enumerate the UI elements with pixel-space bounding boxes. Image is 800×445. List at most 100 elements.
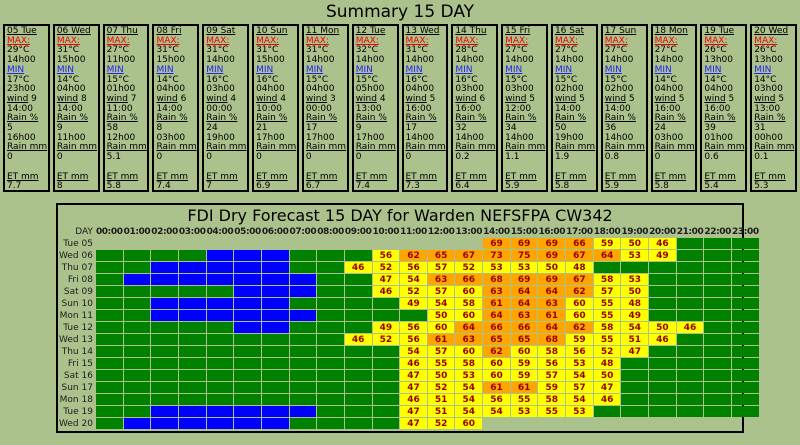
min-link[interactable]: MIN	[654, 64, 672, 75]
max-link[interactable]: MAX:	[156, 35, 180, 46]
rain-pct-link[interactable]: Rain %	[256, 113, 288, 124]
et-mm-link[interactable]: ET mm	[106, 171, 139, 182]
rain-pct-link[interactable]: Rain %	[604, 113, 636, 124]
et-mm-link[interactable]: ET mm	[256, 171, 288, 182]
day-link[interactable]: 10 Sun	[256, 26, 288, 36]
rain-mm-link[interactable]: Rain mm	[256, 142, 297, 153]
wind-link[interactable]: wind	[704, 93, 726, 104]
min-link[interactable]: MIN	[505, 64, 523, 75]
min-link[interactable]: MIN	[554, 64, 573, 75]
rain-pct-link[interactable]: Rain %	[56, 113, 89, 124]
min-link[interactable]: MIN	[704, 64, 722, 75]
rain-pct-link[interactable]: Rain %	[106, 113, 138, 124]
rain-pct-link[interactable]: Rain %	[754, 113, 786, 124]
day-link[interactable]: 19 Tue	[704, 26, 735, 36]
day-link[interactable]: 18 Mon	[654, 26, 688, 36]
et-mm-link[interactable]: ET mm	[754, 171, 786, 182]
wind-link[interactable]: wind	[106, 93, 128, 104]
day-link[interactable]: 12 Tue	[355, 26, 386, 36]
max-link[interactable]: MAX:	[206, 35, 230, 46]
rain-mm-link[interactable]: Rain mm	[704, 142, 745, 153]
day-link[interactable]: 17 Sun	[604, 26, 637, 36]
et-mm-link[interactable]: ET mm	[305, 171, 338, 182]
rain-mm-link[interactable]: Rain mm	[305, 142, 347, 153]
max-link[interactable]: MAX:	[554, 35, 579, 46]
wind-link[interactable]: wind	[554, 93, 577, 104]
day-link[interactable]: 09 Sat	[206, 26, 236, 36]
min-link[interactable]: MIN	[256, 64, 274, 75]
rain-mm-link[interactable]: Rain mm	[455, 142, 496, 153]
wind-link[interactable]: wind	[7, 93, 29, 104]
rain-mm-link[interactable]: Rain mm	[505, 142, 546, 153]
wind-link[interactable]: wind	[505, 93, 527, 104]
wind-link[interactable]: wind	[604, 93, 627, 104]
rain-mm-link[interactable]: Rain mm	[7, 142, 48, 153]
wind-link[interactable]: wind	[654, 93, 676, 104]
rain-mm-link[interactable]: Rain mm	[554, 142, 596, 153]
day-link[interactable]: 20 Wed	[754, 26, 789, 36]
rain-pct-link[interactable]: Rain %	[7, 113, 39, 124]
rain-pct-link[interactable]: Rain %	[305, 113, 338, 124]
wind-link[interactable]: wind	[455, 93, 477, 104]
wind-link[interactable]: wind	[56, 93, 79, 104]
rain-pct-link[interactable]: Rain %	[156, 113, 188, 124]
min-link[interactable]: MIN	[604, 64, 622, 75]
max-link[interactable]: MAX:	[106, 35, 130, 46]
et-mm-link[interactable]: ET mm	[704, 171, 736, 182]
min-link[interactable]: MIN	[405, 64, 423, 75]
et-mm-link[interactable]: ET mm	[156, 171, 189, 182]
et-mm-link[interactable]: ET mm	[56, 171, 89, 182]
day-link[interactable]: 15 Fri	[505, 26, 531, 36]
rain-pct-link[interactable]: Rain %	[355, 113, 387, 124]
rain-pct-link[interactable]: Rain %	[455, 113, 487, 124]
wind-link[interactable]: wind	[405, 93, 427, 104]
day-link[interactable]: 07 Thu	[106, 26, 138, 36]
max-link[interactable]: MAX:	[704, 35, 728, 46]
min-link[interactable]: MIN	[7, 64, 25, 75]
min-link[interactable]: MIN	[754, 64, 772, 75]
wind-link[interactable]: wind	[156, 93, 178, 104]
max-link[interactable]: MAX:	[505, 35, 529, 46]
min-link[interactable]: MIN	[106, 64, 124, 75]
rain-mm-link[interactable]: Rain mm	[206, 142, 247, 153]
min-link[interactable]: MIN	[355, 64, 373, 75]
rain-pct-link[interactable]: Rain %	[206, 113, 238, 124]
wind-link[interactable]: wind	[206, 93, 228, 104]
min-link[interactable]: MIN	[206, 64, 224, 75]
day-link[interactable]: 13 Wed	[405, 26, 440, 36]
max-link[interactable]: MAX:	[305, 35, 329, 46]
day-link[interactable]: 05 Tue	[7, 26, 37, 36]
rain-mm-link[interactable]: Rain mm	[604, 142, 645, 153]
et-mm-link[interactable]: ET mm	[206, 171, 238, 182]
max-link[interactable]: MAX:	[405, 35, 429, 46]
rain-pct-link[interactable]: Rain %	[554, 113, 587, 124]
min-link[interactable]: MIN	[156, 64, 174, 75]
max-link[interactable]: MAX:	[7, 35, 31, 46]
et-mm-link[interactable]: ET mm	[405, 171, 438, 182]
max-link[interactable]: MAX:	[355, 35, 379, 46]
rain-mm-link[interactable]: Rain mm	[355, 142, 396, 153]
max-link[interactable]: MAX:	[56, 35, 80, 46]
rain-mm-link[interactable]: Rain mm	[106, 142, 147, 153]
rain-mm-link[interactable]: Rain mm	[405, 142, 446, 153]
day-link[interactable]: 06 Wed	[56, 26, 91, 36]
wind-link[interactable]: wind	[305, 93, 328, 104]
et-mm-link[interactable]: ET mm	[455, 171, 487, 182]
et-mm-link[interactable]: ET mm	[604, 171, 637, 182]
et-mm-link[interactable]: ET mm	[505, 171, 537, 182]
et-mm-link[interactable]: ET mm	[554, 171, 587, 182]
rain-mm-link[interactable]: Rain mm	[754, 142, 795, 153]
min-link[interactable]: MIN	[305, 64, 324, 75]
rain-pct-link[interactable]: Rain %	[704, 113, 736, 124]
max-link[interactable]: MAX:	[654, 35, 678, 46]
day-link[interactable]: 08 Fri	[156, 26, 182, 36]
et-mm-link[interactable]: ET mm	[355, 171, 388, 182]
rain-pct-link[interactable]: Rain %	[505, 113, 537, 124]
et-mm-link[interactable]: ET mm	[7, 171, 39, 182]
max-link[interactable]: MAX:	[256, 35, 280, 46]
rain-mm-link[interactable]: Rain mm	[56, 142, 97, 153]
day-link[interactable]: 11 Mon	[305, 26, 340, 36]
day-link[interactable]: 16 Sat	[554, 26, 585, 36]
rain-mm-link[interactable]: Rain mm	[156, 142, 197, 153]
min-link[interactable]: MIN	[56, 64, 74, 75]
